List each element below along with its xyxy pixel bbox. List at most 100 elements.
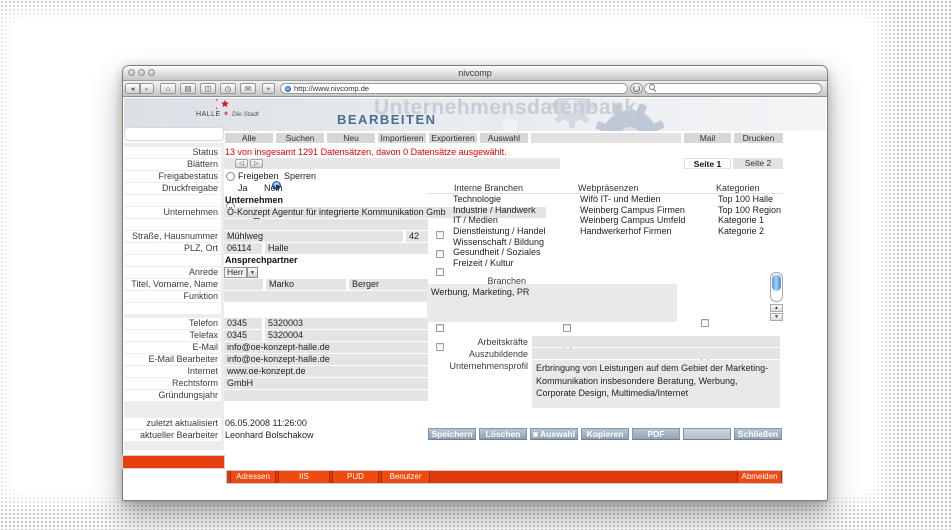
reload-button[interactable] — [630, 83, 643, 94]
checkbox-technologie[interactable] — [436, 231, 444, 239]
scroll-down-icon[interactable]: ▼ — [770, 313, 783, 321]
checkbox-gesundheit-soziales[interactable] — [436, 324, 444, 332]
checkbox-label: Weinberg Campus Firmen — [580, 205, 685, 215]
drucken-button[interactable]: Drucken — [734, 133, 783, 143]
checkbox-industrie-handwerk[interactable] — [436, 250, 444, 258]
label-column-header-box — [124, 127, 224, 141]
tab-exportieren[interactable]: Exportieren — [429, 133, 477, 143]
pager-strip — [224, 158, 560, 169]
home-icon[interactable]: ⌂ — [160, 83, 176, 94]
radio-freigeben-label: Freigeben — [238, 171, 279, 181]
pdf-button[interactable]: PDF — [632, 428, 680, 440]
checkbox-label: Weinberg Campus Umfeld — [580, 215, 686, 225]
blank-button[interactable] — [683, 428, 731, 440]
ort-field[interactable]: Halle — [265, 243, 428, 254]
telefax-field[interactable]: 5320004 — [265, 330, 428, 341]
mail-icon[interactable]: ✉ — [240, 83, 256, 94]
telefon-vorwahl-field[interactable]: 0345 — [224, 318, 262, 329]
halle-emblem-icon — [216, 99, 229, 109]
tab-importieren[interactable]: Importieren — [378, 133, 426, 143]
tab-auswahl[interactable]: Auswahl — [480, 133, 528, 143]
titel-field[interactable] — [224, 279, 263, 290]
nav-pud-button[interactable]: PUD — [332, 471, 379, 483]
branchen-textarea[interactable]: Werbung, Marketing, PR — [427, 284, 677, 322]
strasse-field[interactable]: Mühlweg — [224, 231, 403, 242]
mail-button[interactable]: Mail — [684, 133, 731, 143]
url-input[interactable]: http://www.nivcomp.de — [280, 83, 628, 94]
close-window-button[interactable] — [128, 69, 135, 76]
window-titlebar[interactable]: nivcomp — [123, 66, 827, 81]
checkbox-label: Kategorie 2 — [718, 226, 765, 236]
history-clock-icon[interactable]: ◷ — [220, 83, 236, 94]
nav-benutzer-button[interactable]: Benutzer — [381, 471, 430, 483]
tab-seite-1[interactable]: Seite 1 — [684, 158, 731, 169]
button-label: Kopieren — [586, 429, 624, 439]
minimize-window-button[interactable] — [138, 69, 145, 76]
button-label: Schließen — [737, 429, 779, 439]
forward-icon[interactable]: ▸ — [140, 83, 154, 94]
label-auszubildende: Auszubildende — [468, 349, 528, 359]
rechtsform-field[interactable]: GmbH — [224, 378, 428, 389]
page-banner: HALLE ✶ Die Stadt Unternehmensdatenbank … — [124, 98, 826, 131]
checkbox-freizeit-kultur[interactable] — [436, 343, 444, 351]
abmelden-button[interactable]: Abmelden — [737, 471, 782, 483]
next-record-button[interactable]: ▷ — [250, 159, 263, 168]
footer-red-block — [122, 455, 225, 469]
label-branchen: Branchen — [487, 276, 526, 286]
email-bearbeiter-field[interactable]: info@oe-konzept-halle.de — [224, 354, 428, 365]
nav-iis-button[interactable]: IIS — [278, 471, 330, 483]
search-input[interactable] — [644, 83, 822, 94]
button-label: Speichern — [431, 429, 473, 439]
button-label: Löschen — [485, 429, 521, 439]
prev-record-button[interactable]: ◁ — [235, 159, 248, 168]
email-field[interactable]: info@oe-konzept-halle.de — [224, 342, 428, 353]
loeschen-button[interactable]: Löschen — [479, 428, 527, 440]
app-title: Unternehmensdatenbank — [374, 98, 637, 119]
tab-alle[interactable]: Alle — [225, 133, 273, 143]
radio-freigeben[interactable] — [226, 172, 235, 181]
zoom-window-button[interactable] — [148, 69, 155, 76]
anrede-select[interactable]: Herr — [224, 267, 247, 278]
schliessen-button[interactable]: Schließen — [734, 428, 782, 440]
bookmarks-icon[interactable]: ◫ — [200, 83, 216, 94]
name-field[interactable]: Berger — [349, 279, 428, 290]
chevron-down-icon[interactable]: ▼ — [247, 267, 258, 278]
list-icon[interactable]: ▤ — [180, 83, 196, 94]
unternehmen-field[interactable]: Ö-Konzept Agentur für integrierte Kommun… — [224, 207, 546, 218]
tab-suchen[interactable]: Suchen — [276, 133, 324, 143]
arbeitskraefte-field[interactable] — [532, 336, 780, 347]
unternehmen-field-2[interactable] — [224, 219, 428, 230]
speichern-button[interactable]: Speichern — [428, 428, 476, 440]
checkbox-it-medien[interactable] — [436, 268, 444, 276]
divider — [427, 193, 783, 194]
checkbox-label: Technologie — [453, 194, 502, 204]
label-strasse: Straße, Hausnummer — [124, 231, 221, 242]
telefon-field[interactable]: 5320003 — [265, 318, 428, 329]
gruendungsjahr-field[interactable] — [224, 390, 428, 401]
checkbox-weinberg-campus-umfeld[interactable] — [563, 324, 571, 332]
label-spacer — [124, 303, 221, 314]
checkbox-icon — [533, 431, 539, 437]
tab-neu[interactable]: Neu — [327, 133, 375, 143]
add-bookmark-icon[interactable]: + — [262, 83, 275, 94]
hausnummer-field[interactable]: 42 — [406, 231, 428, 242]
plz-field[interactable]: 06114 — [224, 243, 262, 254]
tab-filler — [531, 133, 681, 143]
nav-adressen-button[interactable]: Adressen — [230, 471, 276, 483]
unternehmensprofil-textarea[interactable]: Erbringung von Leistungen auf dem Gebiet… — [532, 360, 780, 408]
tab-seite-2[interactable]: Seite 2 — [733, 158, 783, 169]
checkbox-label: Handwerkerhof Firmen — [580, 226, 672, 236]
auszubildende-field[interactable] — [532, 348, 780, 359]
auswahl-button[interactable]: Auswahl — [530, 428, 578, 440]
scrollbar-thumb[interactable] — [772, 274, 781, 291]
funktion-field[interactable] — [224, 291, 428, 302]
kopieren-button[interactable]: Kopieren — [581, 428, 629, 440]
checkbox-top-100-halle[interactable] — [701, 319, 709, 327]
vorname-field[interactable]: Marko — [266, 279, 346, 290]
internet-field[interactable]: www.oe-konzept.de — [224, 366, 428, 377]
checkbox-label: Top 100 Region — [718, 205, 782, 215]
back-icon[interactable]: ◂ — [125, 83, 140, 94]
scroll-up-icon[interactable]: ▲ — [770, 304, 783, 312]
telefax-vorwahl-field[interactable]: 0345 — [224, 330, 262, 341]
radio-sperren[interactable] — [272, 181, 281, 190]
